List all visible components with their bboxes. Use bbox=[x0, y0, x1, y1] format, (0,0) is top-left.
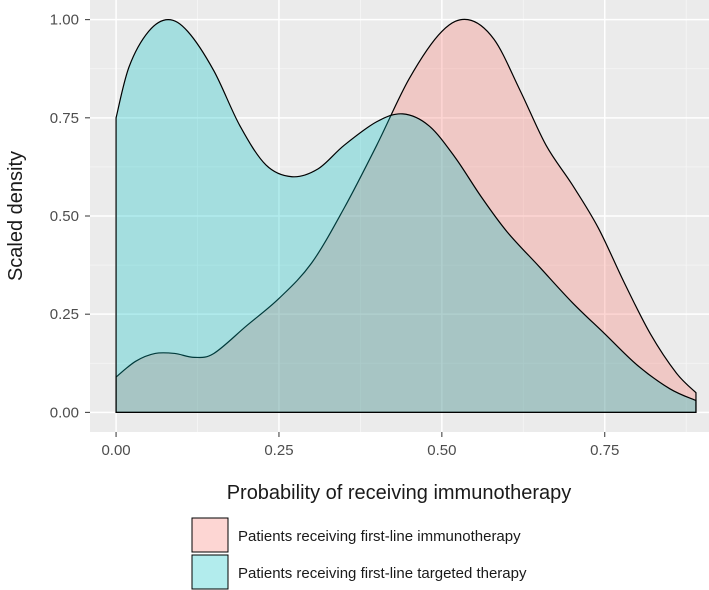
legend: Patients receiving first-line immunother… bbox=[191, 517, 527, 590]
x-tick-label-2: 0.50 bbox=[427, 442, 456, 459]
y-tick-label-2: 0.50 bbox=[50, 208, 79, 225]
density-area-immunotherapy bbox=[115, 18, 697, 413]
x-axis: 0.00 0.25 0.50 0.75 bbox=[101, 432, 619, 459]
y-tick-label-0: 0.00 bbox=[50, 404, 79, 421]
legend-key-immunotherapy bbox=[191, 517, 229, 553]
legend-label-immunotherapy: Patients receiving first-line immunother… bbox=[238, 528, 521, 545]
y-tick-label-1: 0.25 bbox=[50, 306, 79, 323]
y-axis: 0.00 0.25 0.50 0.75 1.00 bbox=[50, 12, 90, 421]
legend-key-targeted bbox=[191, 554, 229, 590]
x-tick-label-1: 0.25 bbox=[264, 442, 293, 459]
x-tick-label-0: 0.00 bbox=[101, 442, 130, 459]
grid-major bbox=[90, 0, 709, 432]
x-axis-title: Probability of receiving immunotherapy bbox=[227, 482, 572, 504]
y-tick-label-4: 1.00 bbox=[50, 12, 79, 29]
y-axis-title: Scaled density bbox=[5, 151, 27, 281]
y-tick-label-3: 0.75 bbox=[50, 110, 79, 127]
density-area-targeted bbox=[115, 19, 697, 413]
density-areas bbox=[115, 18, 697, 413]
legend-label-targeted: Patients receiving first-line targeted t… bbox=[238, 565, 527, 582]
x-tick-label-3: 0.75 bbox=[590, 442, 619, 459]
